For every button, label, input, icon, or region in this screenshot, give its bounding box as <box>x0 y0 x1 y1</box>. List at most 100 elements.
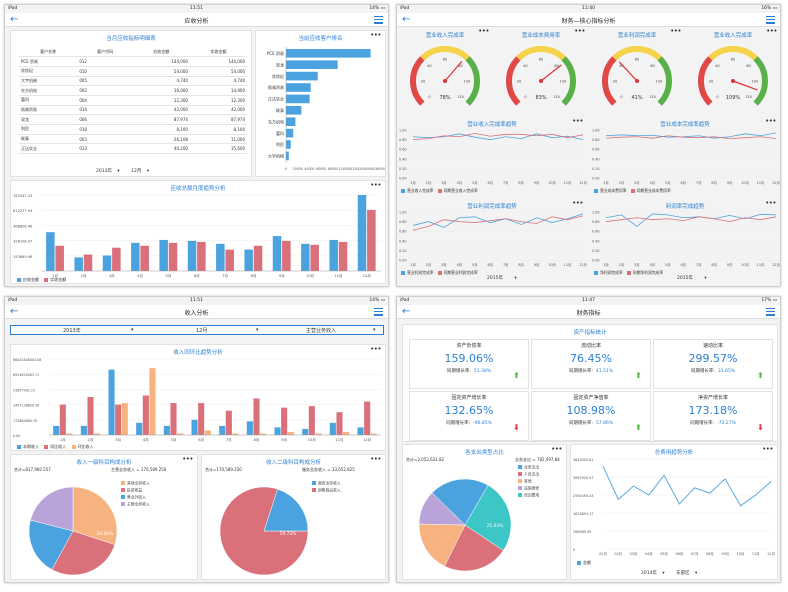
ratio-cell <box>409 391 529 441</box>
back-arrow-icon[interactable]: ← <box>10 14 19 25</box>
gauge-band <box>506 56 521 106</box>
chevron-down-icon[interactable]: ▾ <box>373 327 376 333</box>
y-tick-label: 0.80 <box>592 220 600 224</box>
table-row[interactable]: 富科 004 12,300 12,300 <box>19 95 247 106</box>
year-select[interactable]: 2015年 <box>487 276 503 281</box>
legend-swatch <box>44 278 49 282</box>
table-cell: 144,000 <box>132 56 190 67</box>
chevron-down-icon[interactable]: ▾ <box>131 327 134 333</box>
bar-current <box>191 419 198 435</box>
bar-received <box>102 255 112 271</box>
legend-label: 销售商品收入 <box>318 488 341 493</box>
table-row[interactable]: 佩弗贸易 014 42,000 42,000 <box>19 105 247 116</box>
bar-current <box>136 422 143 435</box>
gauge-tick-label: 100 <box>560 80 567 84</box>
x-tick-label: 10月 <box>548 181 556 185</box>
legend: 营业收入完成率 同期营业收入完成率 <box>399 188 478 194</box>
year-select[interactable]: 2013年 <box>96 169 112 174</box>
income-type-filter[interactable]: 主营业务收入 <box>306 328 337 334</box>
chevron-down-icon[interactable]: ▾ <box>695 571 698 576</box>
back-arrow-icon[interactable]: ← <box>10 306 19 317</box>
more-options-icon[interactable]: ••• <box>370 345 381 353</box>
legend-label: 同期营业收入完成率 <box>443 188 478 193</box>
legend-swatch <box>401 271 405 275</box>
menu-icon[interactable] <box>374 308 383 316</box>
x-tick-label: 9月 <box>534 263 540 267</box>
x-tick-label: 1月 <box>603 181 609 185</box>
more-options-icon[interactable]: ••• <box>551 445 562 453</box>
x-tick-label: 11月 <box>564 263 572 267</box>
more-options-icon[interactable]: ••• <box>182 455 193 463</box>
legend-swatch <box>121 502 125 506</box>
more-options-icon[interactable]: ••• <box>572 199 583 207</box>
more-options-icon[interactable]: ••• <box>572 117 583 125</box>
legend-label: 其他 <box>524 479 532 484</box>
bar-received <box>216 243 225 271</box>
more-options-icon[interactable]: ••• <box>765 199 776 207</box>
more-options-icon[interactable]: ••• <box>370 181 381 189</box>
page-title: 财务指标 <box>576 310 601 317</box>
more-options-icon[interactable]: ••• <box>370 455 381 463</box>
x-tick-label: 2月 <box>426 181 432 185</box>
gauge-tick-label: 40 <box>427 64 431 68</box>
ratio-block: 流动比率 76.45% 同期增长率: 41.51% <box>531 342 651 374</box>
more-options-icon[interactable]: ••• <box>574 27 585 35</box>
gauge-hub <box>635 79 639 83</box>
nav-bar: ← 财务—核心指标分析 <box>397 13 780 27</box>
month-select[interactable]: 12月 <box>131 169 142 174</box>
menu-icon[interactable] <box>766 308 775 316</box>
legend-swatch <box>630 189 635 193</box>
x-tick-label: 3月 <box>115 437 121 442</box>
year-select[interactable]: 2015年 <box>677 276 693 281</box>
table-row[interactable]: 大宇机械 005 4,740 4,740 <box>19 76 247 87</box>
nav-bar: ← 应收分析 <box>5 13 388 27</box>
chevron-down-icon[interactable]: ▾ <box>514 276 517 281</box>
x-tick-label: 7月 <box>503 263 509 267</box>
table-header: 实收金额 <box>189 47 247 58</box>
y-tick-label: 153689.96 <box>13 255 33 259</box>
gauge-card: 营业收入完成率 ••• 0 20 40 60 80 100 120 109% <box>685 27 780 121</box>
more-options-icon[interactable]: ••• <box>478 27 489 35</box>
more-options-icon[interactable]: ••• <box>765 117 776 125</box>
table-row[interactable]: 正达实业 013 40,200 35,600 <box>19 143 247 155</box>
table-row[interactable]: 双龙 006 87,974 87,974 <box>19 114 247 125</box>
trend-line-card: 营业利润完成率趋势 ••• 1.00 0.80 0.60 0.40 0.20 0.00 1月 2月… <box>397 199 587 282</box>
x-tick-label: 4月 <box>650 181 656 185</box>
card-title: 应收总额月度趋势分析 <box>170 186 226 192</box>
table-row[interactable]: PCE 贸易 012 144,000 144,000 <box>19 56 247 67</box>
bar-mom <box>315 433 322 435</box>
back-arrow-icon[interactable]: ← <box>402 14 411 25</box>
table-row[interactable]: 联泰 003 26,108 11,000 <box>19 134 247 145</box>
menu-icon[interactable] <box>766 16 775 24</box>
panel-financial-indicators: iPad 11:47 17% ▭ ← 财务指标 资产指标统计 资产负债率 159.… <box>396 296 781 583</box>
gauge-title: 营业收入完成率 <box>425 33 465 39</box>
gauge-row: 营业收入完成率 ••• 0 20 40 60 80 100 120 78% 营业成本费用率 ••• 0 2… <box>397 27 780 121</box>
table-row[interactable]: 东方机电 002 16,000 14,900 <box>19 85 247 96</box>
legend-swatch <box>518 472 522 476</box>
table-row[interactable]: 利民 018 8,100 8,100 <box>19 124 247 135</box>
more-options-icon[interactable]: ••• <box>762 445 773 453</box>
back-arrow-icon[interactable]: ← <box>402 306 411 317</box>
region-select[interactable]: 东部区 <box>676 571 690 576</box>
x-tick-label: 1月 <box>603 263 609 267</box>
chevron-down-icon[interactable]: ▾ <box>146 169 150 174</box>
pie-slice <box>444 524 504 572</box>
y-tick-label: 326108.97 <box>13 240 32 244</box>
more-options-icon[interactable]: ••• <box>766 27 777 35</box>
month-filter[interactable]: 12月 <box>196 328 208 334</box>
chevron-down-icon[interactable]: ▾ <box>704 276 707 281</box>
table-row[interactable]: 欣欣纪 010 54,000 54,000 <box>19 66 247 77</box>
chevron-down-icon[interactable]: ▾ <box>117 169 120 174</box>
table-cell: 东方机电 <box>19 85 78 96</box>
chevron-down-icon[interactable]: ▾ <box>256 327 259 333</box>
year-filter[interactable]: 2013年 <box>63 328 81 334</box>
legend-swatch <box>121 495 125 499</box>
year-select[interactable]: 2014年 <box>641 571 657 576</box>
chevron-down-icon[interactable]: ▾ <box>662 571 665 576</box>
more-options-icon[interactable]: ••• <box>370 31 381 39</box>
menu-icon[interactable] <box>374 16 383 24</box>
ratio-cell <box>653 339 773 389</box>
series-line-prior <box>412 132 584 140</box>
x-tick-label: 2月 <box>619 263 625 267</box>
more-options-icon[interactable]: ••• <box>670 27 681 35</box>
